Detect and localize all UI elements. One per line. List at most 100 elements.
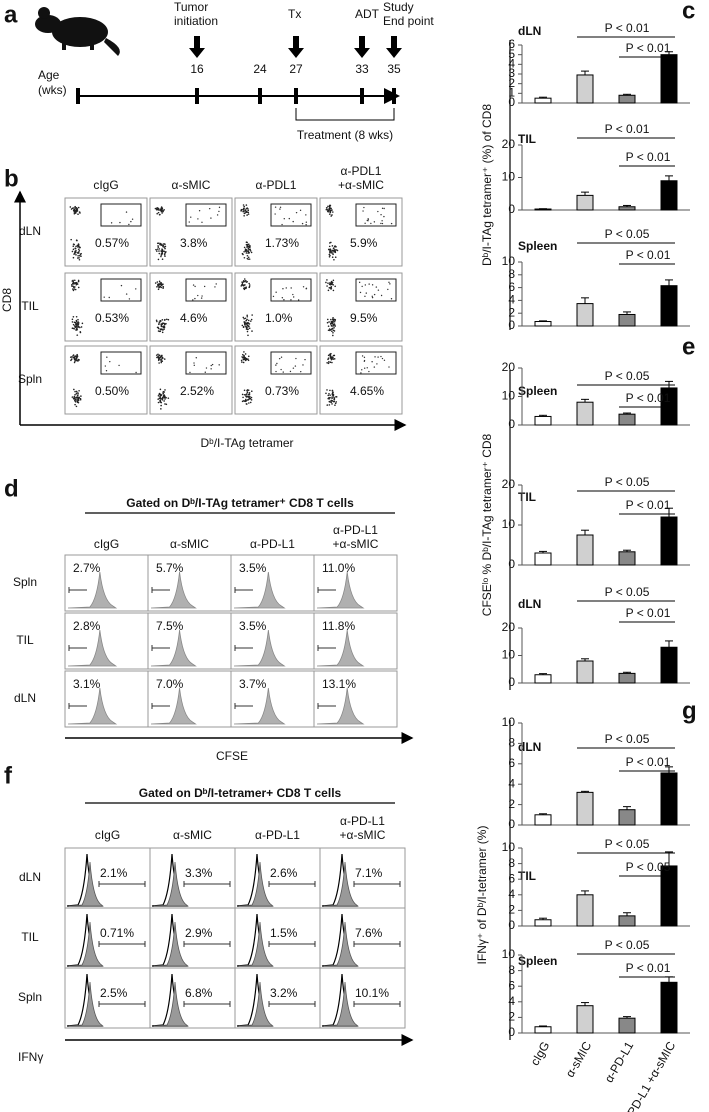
dot [74,398,77,400]
row-label: Spln [13,575,37,589]
gate [98,941,146,947]
dot [332,331,334,334]
dot [78,389,80,392]
column-label: α-PD-L1 [340,814,385,828]
dot [72,209,75,212]
gate-percent: 2.1% [100,866,128,880]
dot [162,390,165,393]
p-value: P < 0.01 [626,150,671,164]
dot [75,283,78,286]
dot [158,213,161,216]
dot [242,281,245,283]
histogram [67,687,118,725]
histogram-cell [234,847,321,909]
bar [618,413,636,426]
y-tick-label: 2 [508,76,515,90]
dot [157,246,160,248]
dot [74,250,76,253]
dot [125,293,128,295]
dot [77,360,79,362]
gate [353,881,401,887]
dot [328,255,331,258]
dot [77,248,80,251]
gate [185,351,227,375]
dot [190,216,192,218]
dot [245,395,247,397]
dot [278,357,281,360]
dot [336,249,339,252]
y-tick-label: 8 [508,736,515,750]
histogram [67,629,118,667]
dot [163,209,165,211]
y-tick-label: 0 [508,1025,515,1039]
dot [157,401,160,404]
dot [218,210,220,213]
column-label: α-PDL1 [256,178,297,192]
bar [618,1017,636,1034]
dot [332,356,334,359]
dot [162,244,165,247]
dot [367,218,369,220]
dot [135,371,137,374]
histogram-cell [230,612,315,670]
histogram [238,921,274,967]
bar [660,387,678,426]
dot [333,250,335,253]
p-value: P < 0.01 [605,21,650,35]
dot [280,368,282,371]
y-tick-label: 4 [508,293,515,307]
bar [576,660,594,684]
dot [363,360,366,362]
column-label: +α-sMIC [338,178,384,192]
p-value: P < 0.05 [605,837,650,851]
dot [242,208,245,211]
dot [328,213,331,215]
dot [292,367,295,369]
dot [332,329,335,332]
histogram [150,629,197,667]
y-axis-label: IFNγ⁺ of Dᵇ/I-tetramer (%) [475,826,489,965]
dot [159,388,162,391]
dot [292,293,294,296]
dot [76,392,78,394]
dot [74,403,76,406]
dot [73,396,76,399]
y-tick-label: 2 [508,903,515,917]
row-label: dLN [19,870,41,884]
dot [158,323,160,326]
dot [161,251,163,253]
dot [331,397,333,400]
dot [245,204,248,206]
y-tick-label: 10 [502,254,516,268]
dot [218,364,220,366]
dot [80,252,82,255]
dot [247,213,250,215]
dot [161,397,164,400]
gate [151,587,170,593]
dot [328,208,331,210]
dot [290,287,292,289]
dot [329,394,331,396]
dot [118,364,120,367]
dot [162,287,164,289]
histogram-cell [319,967,406,1029]
dot [74,390,76,393]
dot [292,220,294,223]
row-label: dLN [19,224,41,238]
histogram [150,571,197,609]
p-value: P < 0.05 [605,938,650,952]
dot [75,207,78,209]
gate-percent: 11.0% [322,561,355,575]
dot [157,358,160,361]
age-label: Age [38,68,60,82]
dot [383,207,385,210]
dot [246,324,249,326]
dot [77,318,79,321]
histogram [233,629,286,667]
column-label: α-sMIC [170,537,209,551]
dot [295,211,298,214]
gate [355,278,397,302]
gate [234,703,253,709]
dot [73,357,76,359]
dot [302,364,304,366]
